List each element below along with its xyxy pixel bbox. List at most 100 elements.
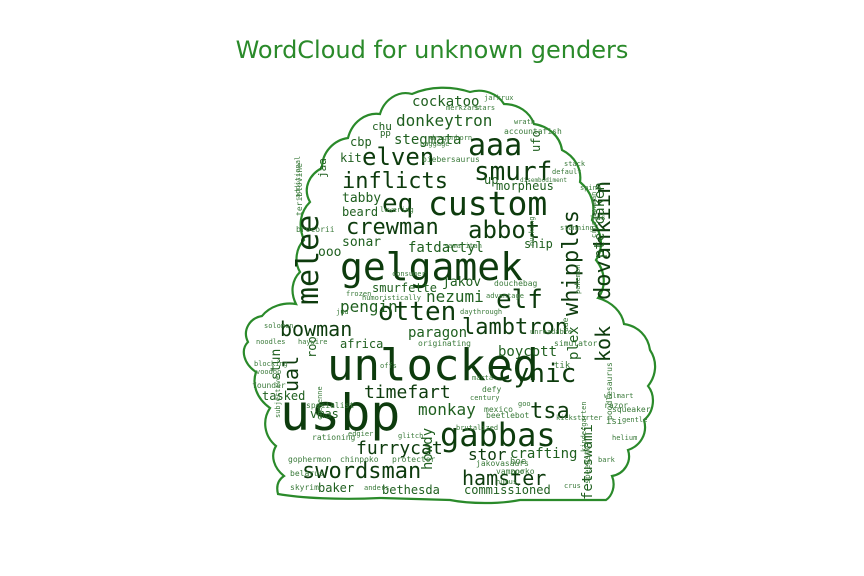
word-86: rationing bbox=[312, 433, 356, 442]
word-71: accountafish bbox=[504, 127, 562, 136]
word-137: jaa bbox=[316, 158, 329, 178]
word-118: merkzars bbox=[446, 104, 480, 112]
word-87: speedster bbox=[583, 440, 592, 484]
word-119: stars bbox=[474, 104, 495, 112]
word-84: anders bbox=[364, 484, 389, 492]
word-83: skyrim bbox=[290, 483, 319, 492]
word-6: smurf bbox=[474, 157, 552, 187]
word-97: consumer bbox=[392, 270, 426, 278]
word-16: whipples bbox=[559, 210, 584, 316]
word-140: century bbox=[470, 394, 500, 402]
word-32: boycott bbox=[498, 344, 557, 360]
word-94: default bbox=[552, 168, 582, 176]
word-72: biebersaurus bbox=[422, 155, 480, 164]
word-8: elven bbox=[362, 143, 434, 171]
word-112: hucking bbox=[528, 216, 536, 246]
word-128: helium bbox=[612, 434, 637, 442]
word-104: solomon bbox=[264, 322, 294, 330]
word-57: kit bbox=[340, 151, 362, 165]
word-54: pterdaken bbox=[592, 182, 608, 258]
word-101: pokemon bbox=[574, 264, 582, 294]
word-91: defy bbox=[482, 385, 501, 394]
word-73: douchebag bbox=[494, 279, 538, 288]
word-31: pengin bbox=[340, 297, 398, 316]
word-10: inflicts bbox=[342, 169, 448, 194]
word-79: dragonborn bbox=[430, 134, 472, 142]
word-80: vamporko bbox=[496, 467, 535, 476]
word-134: voodoo bbox=[256, 368, 281, 376]
word-124: frozen bbox=[346, 290, 371, 298]
word-51: commissioned bbox=[464, 483, 551, 497]
cartoon-head-outline bbox=[242, 86, 657, 505]
word-48: africa bbox=[340, 337, 383, 351]
word-85: protector bbox=[392, 455, 436, 464]
word-127: marta bbox=[472, 374, 493, 382]
word-111: glitch bbox=[398, 432, 423, 440]
word-3: custom bbox=[428, 184, 547, 223]
word-105: blocking bbox=[254, 360, 288, 368]
word-115: unreadable bbox=[530, 328, 572, 336]
word-2: gelgamek bbox=[340, 245, 523, 289]
word-96: spine bbox=[580, 184, 601, 192]
word-126: offs bbox=[380, 362, 397, 370]
word-60: ship bbox=[524, 237, 553, 251]
word-21: furrycat bbox=[356, 438, 443, 459]
word-33: paragon bbox=[408, 325, 467, 341]
word-66: specialist bbox=[306, 401, 354, 410]
word-36: cockatoo bbox=[412, 94, 479, 110]
word-12: abbot bbox=[468, 216, 540, 244]
word-100: daythrough bbox=[460, 308, 502, 316]
word-133: crus bbox=[564, 482, 581, 490]
word-102: uae bbox=[561, 317, 570, 332]
word-130: cheyenne bbox=[316, 386, 324, 420]
word-114: goo bbox=[518, 400, 531, 408]
word-18: hamster bbox=[462, 466, 546, 490]
word-40: beard bbox=[342, 205, 378, 219]
word-76: crossbowman bbox=[590, 192, 598, 238]
word-47: stun bbox=[269, 349, 284, 380]
word-39: tabby bbox=[342, 191, 381, 206]
word-90: tik bbox=[554, 361, 571, 371]
word-49: baker bbox=[318, 481, 354, 495]
word-22: timefart bbox=[364, 382, 451, 403]
word-89: isi bbox=[606, 417, 622, 427]
word-0: unlocked bbox=[327, 340, 539, 391]
word-82: belarus bbox=[290, 469, 324, 478]
word-106: edgier bbox=[348, 430, 373, 438]
word-139: wrath bbox=[514, 118, 535, 126]
word-23: dovahkiin bbox=[591, 181, 616, 300]
word-37: fatdactyl bbox=[408, 240, 484, 256]
word-19: cynic bbox=[498, 359, 576, 389]
word-25: ual bbox=[279, 356, 303, 392]
word-136: pp bbox=[380, 129, 391, 139]
word-53: howdy bbox=[420, 428, 436, 470]
word-38: sonar bbox=[342, 235, 381, 250]
word-61: up bbox=[484, 173, 498, 187]
word-108: walmart bbox=[604, 392, 634, 400]
word-121: lowering bbox=[380, 206, 414, 214]
word-122: additional bbox=[294, 156, 302, 198]
word-81: founder bbox=[252, 381, 286, 390]
word-93: zoo bbox=[510, 467, 525, 476]
word-15: lambtron bbox=[462, 315, 568, 340]
word-125: jud bbox=[336, 308, 349, 316]
word-99: humoristically bbox=[362, 294, 421, 302]
word-88: razor bbox=[604, 401, 628, 410]
word-28: stor bbox=[468, 445, 507, 464]
word-70: beetlebot bbox=[486, 411, 530, 420]
word-29: crafting bbox=[510, 446, 577, 462]
word-113: bark bbox=[598, 456, 616, 464]
word-35: stegmata bbox=[394, 132, 461, 148]
word-56: plex bbox=[566, 326, 582, 360]
word-52: fetuswami bbox=[580, 424, 596, 500]
word-131: kindergarten bbox=[580, 401, 588, 452]
word-123: samaritan bbox=[444, 242, 482, 250]
word-74: brocorii bbox=[296, 225, 335, 234]
word-14: elf bbox=[496, 285, 543, 315]
word-34: donkeytron bbox=[396, 111, 492, 130]
word-92: hoe bbox=[510, 457, 526, 467]
word-7: eq bbox=[382, 189, 413, 219]
